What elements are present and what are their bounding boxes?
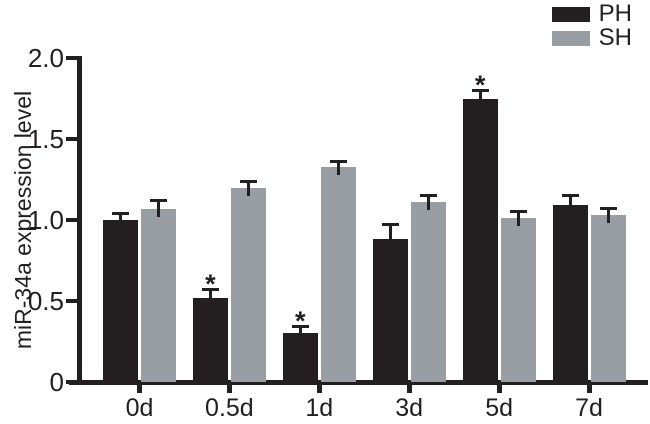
x-tick-5d — [496, 384, 502, 393]
x-tick-label-3d: 3d — [395, 394, 424, 422]
sh-bar-5d — [500, 218, 536, 382]
sh-bar-7d — [590, 215, 626, 382]
legend-label-sh: SH — [598, 24, 632, 51]
y-tick-1.0 — [66, 218, 80, 222]
error-bar-line-ph-bar-0d — [119, 211, 122, 228]
x-tick-label-7d: 7d — [575, 394, 603, 422]
ph-bar-1d — [282, 333, 318, 382]
significance-asterisk-ph-bar-1d: * — [295, 306, 306, 337]
error-bar-cap-ph-bar-1d — [291, 325, 309, 329]
error-bar-line-sh-bar-3d — [426, 194, 430, 211]
ph-bar-5d — [462, 98, 498, 382]
x-tick-label-0d: 0d — [125, 394, 154, 422]
x-tick-0.5d — [226, 384, 232, 393]
sh-bar-1d — [320, 166, 356, 382]
sh-bar-0.5d — [230, 187, 266, 382]
x-tick-7d — [586, 384, 592, 393]
error-bar-line-ph-bar-7d — [568, 194, 572, 214]
significance-asterisk-ph-bar-0.5d: * — [205, 269, 216, 300]
error-bar-cap-sh-bar-5d — [509, 210, 527, 214]
error-bar-line-sh-bar-7d — [606, 207, 610, 224]
error-bar-line-sh-bar-5d — [516, 210, 520, 227]
legend-item-ph: PH — [551, 0, 632, 27]
ph-bar-0.5d — [192, 297, 228, 382]
error-bar-line-ph-bar-3d — [388, 223, 392, 248]
significance-asterisk-ph-bar-5d: * — [474, 69, 486, 100]
error-bar-line-sh-bar-1d — [336, 160, 340, 175]
x-axis-line — [69, 380, 648, 385]
legend-swatch-sh — [551, 30, 590, 46]
ph-bar-3d — [372, 239, 408, 382]
y-tick-label-0: 0 — [49, 367, 64, 397]
y-tick-label-1.5: 1.5 — [27, 124, 64, 154]
error-bar-line-ph-bar-0.5d — [208, 288, 212, 306]
error-bar-cap-sh-bar-3d — [419, 194, 437, 198]
error-bar-cap-ph-bar-3d — [381, 223, 399, 227]
ph-bar-0d — [103, 220, 138, 382]
legend-swatch-ph — [551, 6, 590, 22]
error-bar-cap-ph-bar-7d — [561, 194, 579, 198]
y-tick-2.0 — [66, 56, 80, 60]
error-bar-cap-ph-bar-0d — [112, 211, 129, 215]
error-bar-line-ph-bar-1d — [298, 325, 302, 342]
legend-label-ph: PH — [598, 0, 632, 27]
x-tick-label-1d: 1d — [305, 394, 334, 422]
y-tick-1.5 — [66, 137, 80, 141]
y-tick-label-1.0: 1.0 — [27, 205, 64, 235]
error-bar-cap-ph-bar-5d — [471, 88, 489, 92]
error-bar-line-ph-bar-5d — [478, 88, 482, 107]
sh-bar-0d — [141, 208, 176, 382]
ph-bar-7d — [552, 205, 588, 382]
error-bar-cap-sh-bar-7d — [599, 207, 617, 211]
error-bar-cap-sh-bar-0.5d — [239, 179, 257, 183]
plot-area: 0 0.5 1.0 1.5 2.0 0d 0.5d * 1d * 3d 5d * 7d — [28, 44, 648, 422]
y-tick-label-0.5: 0.5 — [27, 286, 64, 316]
error-bar-cap-sh-bar-1d — [329, 160, 347, 164]
error-bar-line-sh-bar-0.5d — [246, 179, 250, 196]
y-tick-label-2.0: 2.0 — [27, 43, 64, 73]
error-bar-cap-sh-bar-0d — [150, 198, 167, 202]
sh-bar-3d — [410, 202, 446, 382]
legend-item-sh: SH — [551, 24, 632, 51]
error-bar-line-sh-bar-0d — [157, 198, 160, 217]
x-tick-label-0.5d: 0.5d — [205, 394, 254, 422]
x-tick-3d — [406, 384, 412, 393]
x-tick-label-5d: 5d — [485, 394, 513, 422]
error-bar-cap-ph-bar-0.5d — [201, 288, 219, 292]
chart-legend: PH SH — [551, 0, 632, 51]
y-tick-0 — [66, 380, 80, 384]
x-tick-1d — [316, 384, 322, 393]
x-tick-0d — [137, 384, 142, 393]
y-tick-0.5 — [66, 299, 80, 303]
